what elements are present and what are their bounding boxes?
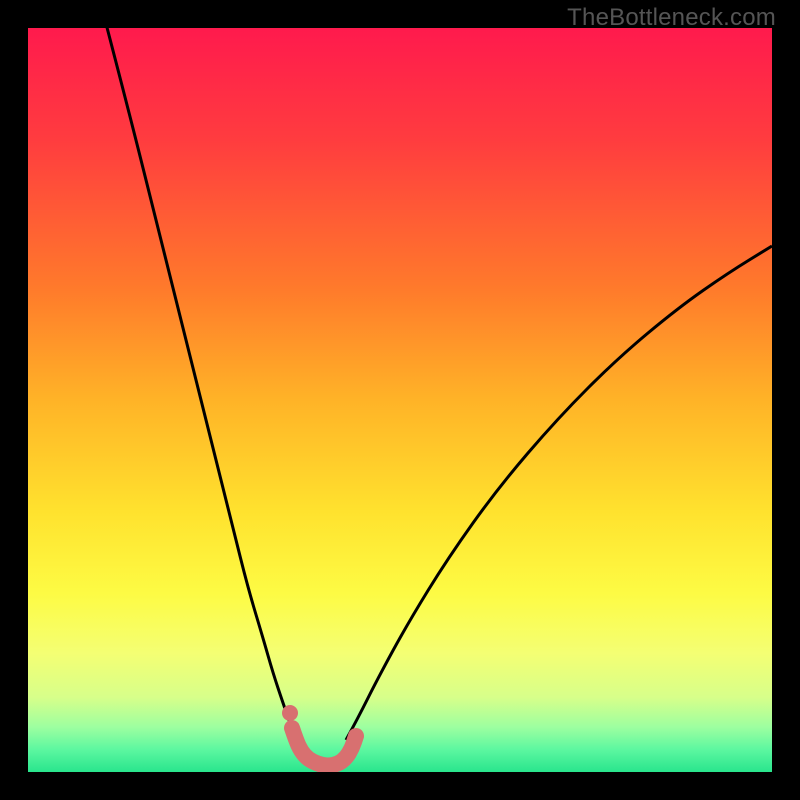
- curve-left: [104, 28, 296, 740]
- curve-right: [346, 246, 772, 740]
- chart-container: TheBottleneck.com: [0, 0, 800, 800]
- valley-highlight: [292, 728, 356, 766]
- plot-area: [28, 28, 772, 772]
- valley-dot-icon: [282, 705, 298, 721]
- curve-layer: [28, 28, 772, 772]
- watermark-label: TheBottleneck.com: [567, 4, 776, 32]
